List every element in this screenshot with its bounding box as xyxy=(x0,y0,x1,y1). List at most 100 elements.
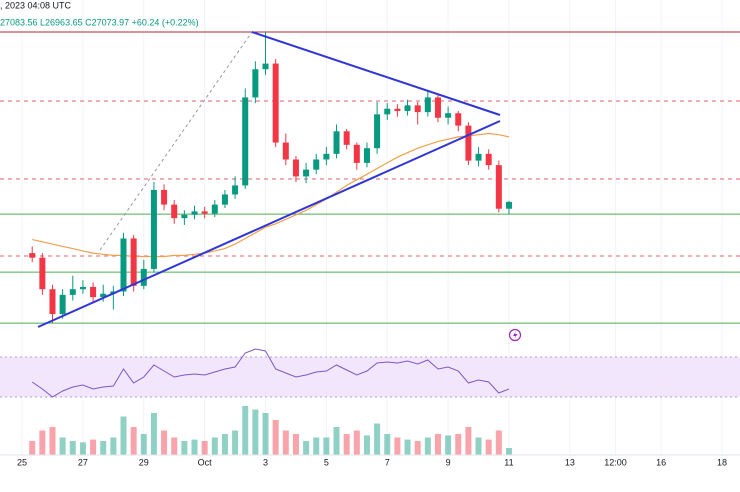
x-tick-label: 11 xyxy=(504,457,513,467)
candle-body xyxy=(59,294,66,315)
volume-bar xyxy=(292,434,299,455)
volume-bar xyxy=(394,437,401,455)
candle-body xyxy=(374,114,381,149)
candle-body xyxy=(394,108,401,111)
volume-bar xyxy=(333,427,340,455)
x-tick-label: 3 xyxy=(263,457,268,467)
candle-body xyxy=(90,286,97,298)
volume-bar xyxy=(252,409,259,455)
candle-body xyxy=(262,63,269,70)
candle-body xyxy=(434,97,441,118)
candle-body xyxy=(313,159,320,170)
volume-pane xyxy=(29,406,512,455)
volume-bar xyxy=(343,434,350,455)
candle-body xyxy=(181,214,188,219)
candle-body xyxy=(171,204,178,219)
candle-body xyxy=(191,211,198,215)
volume-bar xyxy=(181,441,188,455)
x-tick-label: 27 xyxy=(78,457,88,467)
candle-body xyxy=(161,189,168,205)
volume-bar xyxy=(505,448,512,455)
moving-average xyxy=(32,132,510,258)
volume-bar xyxy=(201,441,208,455)
rsi-band xyxy=(0,357,740,397)
volume-bar xyxy=(242,406,249,455)
volume-bar xyxy=(303,441,310,455)
candle-body xyxy=(292,159,299,177)
x-tick-label: 5 xyxy=(324,457,329,467)
candle-body xyxy=(100,293,107,298)
candle-body xyxy=(232,185,239,195)
volume-bar xyxy=(485,439,492,455)
volume-bar xyxy=(445,435,452,455)
volume-bar xyxy=(434,434,441,455)
volume-bar xyxy=(313,437,320,455)
candle-body xyxy=(49,289,56,315)
ma-line xyxy=(32,132,510,258)
volume-bar xyxy=(211,437,218,455)
header-time: , 2023 04:08 UTC xyxy=(0,0,72,10)
candle-body xyxy=(343,131,350,145)
candle-body xyxy=(485,153,492,166)
volume-bar xyxy=(140,434,147,455)
volume-bar xyxy=(384,434,391,455)
x-tick-label: 29 xyxy=(139,457,149,467)
volume-bar xyxy=(455,434,462,455)
volume-bar xyxy=(353,430,360,455)
rsi-pane xyxy=(31,348,510,398)
candle-body xyxy=(363,148,370,163)
volume-bar xyxy=(363,435,370,455)
volume-bar xyxy=(59,437,66,455)
rsi-background xyxy=(0,356,740,398)
candle-body xyxy=(475,153,482,161)
candle-body xyxy=(404,105,411,111)
candle-body xyxy=(455,113,462,126)
volume-bar xyxy=(414,441,421,455)
volume-bar xyxy=(110,437,117,455)
candle-body xyxy=(303,169,310,177)
volume-bar xyxy=(272,420,279,455)
volume-bar xyxy=(424,437,431,455)
candle-body xyxy=(201,211,208,214)
x-tick-label: 25 xyxy=(17,457,27,467)
candle-body xyxy=(445,113,452,118)
candle-body xyxy=(272,63,279,143)
support-trendline xyxy=(37,120,501,328)
x-tick-label: 9 xyxy=(446,457,451,467)
x-tick-label: 18 xyxy=(717,457,727,467)
volume-bar xyxy=(69,441,76,455)
volume-bar xyxy=(39,430,46,455)
volume-bar xyxy=(262,413,269,455)
candle-body xyxy=(39,257,46,290)
volume-bar xyxy=(79,442,86,455)
candle-body xyxy=(323,153,330,160)
volume-bar xyxy=(495,430,502,455)
event-icon xyxy=(508,328,522,342)
volume-bar xyxy=(404,439,411,455)
volume-bar xyxy=(171,437,178,455)
resistance-trendline xyxy=(251,31,501,116)
volume-bar xyxy=(191,439,198,455)
candle-body xyxy=(252,69,259,98)
candle-body xyxy=(29,253,36,258)
candle-body xyxy=(282,142,289,160)
volume-bar xyxy=(232,430,239,455)
fib-guide xyxy=(99,31,253,251)
volume-bar xyxy=(100,441,107,455)
candle-body xyxy=(505,201,512,209)
candle-body xyxy=(465,125,472,161)
volume-bar xyxy=(465,427,472,455)
volume-bar xyxy=(374,423,381,455)
x-tick-label: Oct xyxy=(198,457,213,467)
volume-bar xyxy=(221,434,228,455)
candle-body xyxy=(69,289,76,295)
volume-bar xyxy=(323,437,330,455)
x-tick-label: 16 xyxy=(656,457,666,467)
candle-body xyxy=(221,194,228,205)
volume-bar xyxy=(282,430,289,455)
volume-bar xyxy=(49,427,56,455)
header-ohlc: 27083.56 L26963.65 C27073.97 +60.24 (+0.… xyxy=(0,17,199,27)
x-tick-label: 13 xyxy=(565,457,575,467)
volume-bar xyxy=(130,427,137,455)
